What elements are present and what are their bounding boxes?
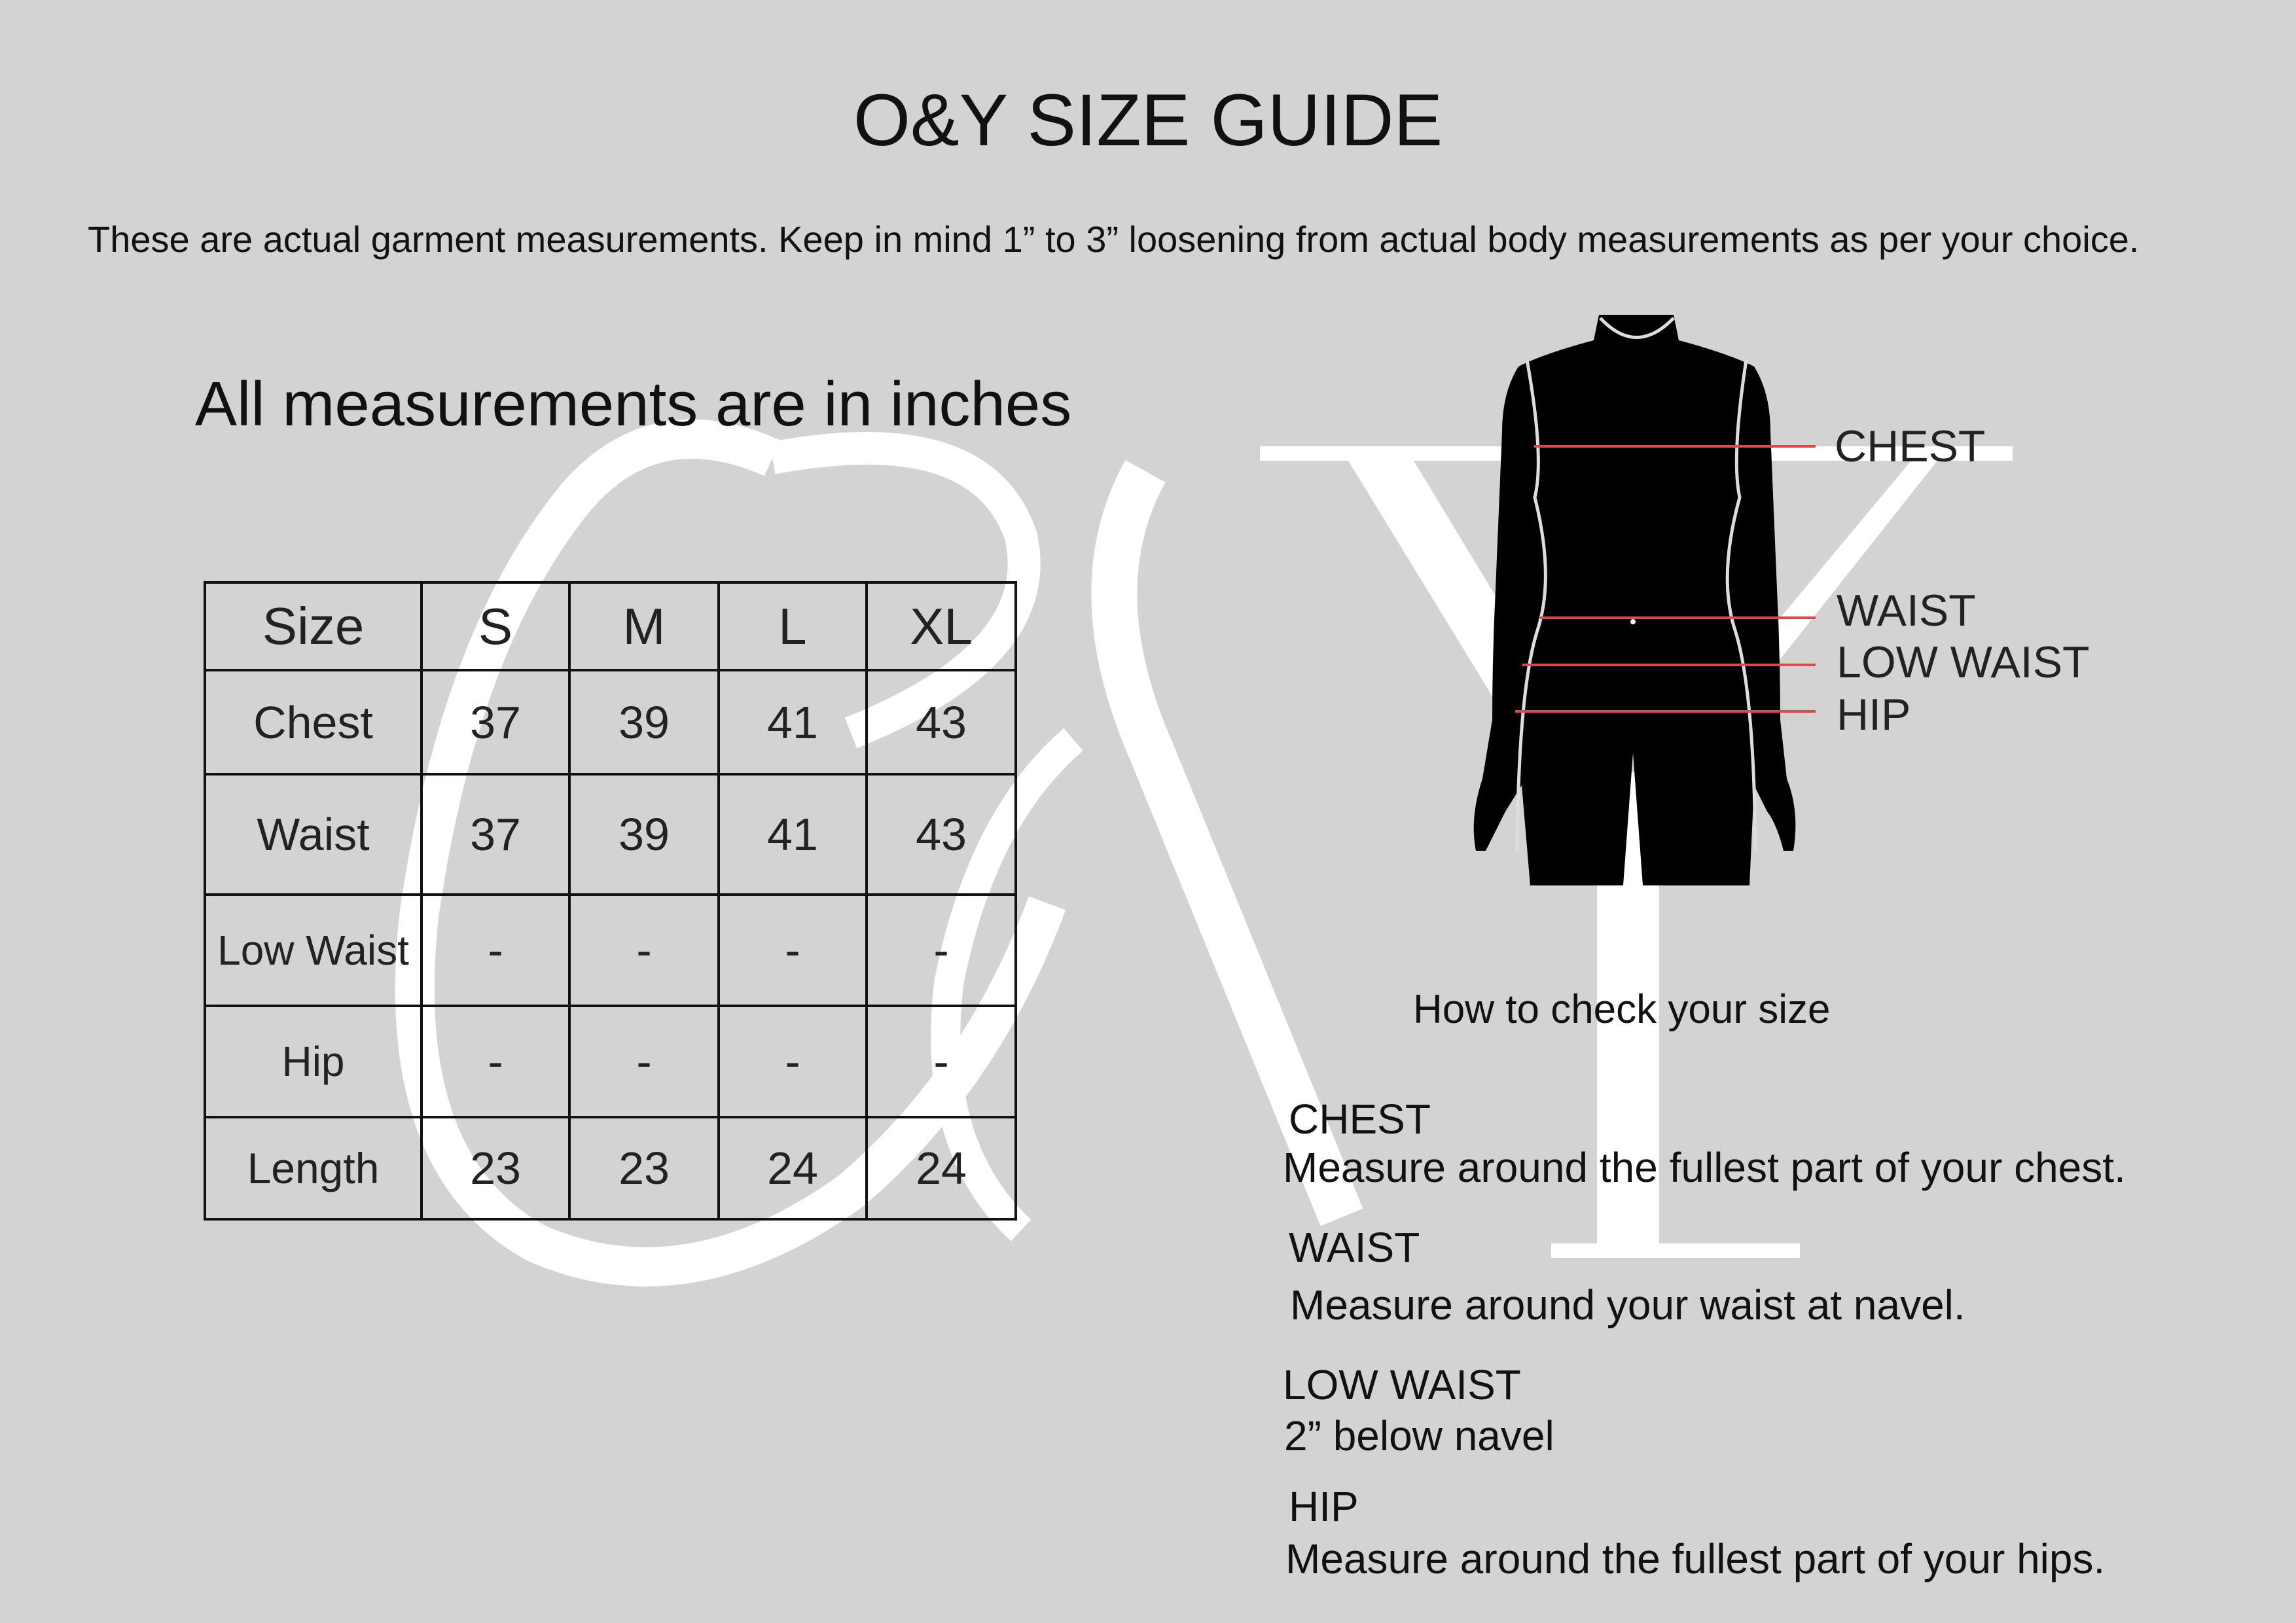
guide-hip-title: HIP [1289, 1483, 1359, 1530]
figure-label-low-waist: LOW WAIST [1837, 637, 2090, 687]
cell: - [568, 893, 720, 1007]
cell: - [717, 1005, 868, 1118]
cell: - [568, 1005, 720, 1118]
page-title: O&Y SIZE GUIDE [853, 79, 1443, 161]
cell: 24 [865, 1116, 1017, 1221]
navel-dot [1630, 619, 1636, 624]
guide-waist-title: WAIST [1289, 1224, 1420, 1271]
guide-low-waist-text: 2” below navel [1284, 1412, 1554, 1459]
header-size: Size [204, 581, 423, 671]
cell: 41 [717, 669, 868, 776]
cell: 37 [420, 773, 571, 896]
row-label: Length [204, 1116, 423, 1221]
body-outline-right [1725, 359, 1757, 851]
row-label: Hip [204, 1005, 423, 1118]
guide-low-waist-title: LOW WAIST [1283, 1361, 1521, 1408]
cell: 43 [865, 669, 1017, 776]
header-l: L [717, 581, 868, 671]
table-row: Waist 37 39 41 43 [204, 773, 1017, 896]
cell: - [420, 1005, 571, 1118]
body-outline-left [1515, 359, 1547, 851]
table-row: Low Waist - - - - [204, 893, 1017, 1007]
table-header-row: Size S M L XL [204, 581, 1017, 671]
guide-chest-text: Measure around the fullest part of your … [1283, 1144, 2126, 1191]
guide-heading: How to check your size [1413, 987, 1831, 1032]
row-label: Waist [204, 773, 423, 896]
guide-waist-text: Measure around your waist at navel. [1290, 1281, 1965, 1329]
cell: 41 [717, 773, 868, 896]
units-note: All measurements are in inches [195, 369, 1072, 439]
body-silhouette [1473, 315, 1796, 885]
figure-label-chest: CHEST [1835, 421, 1986, 471]
guide-hip-text: Measure around the fullest part of your … [1285, 1535, 2106, 1582]
row-label: Chest [204, 669, 423, 776]
row-label: Low Waist [204, 893, 423, 1007]
table-row: Chest 37 39 41 43 [204, 669, 1017, 776]
header-s: S [420, 581, 571, 671]
cell: 39 [568, 773, 720, 896]
table-row: Length 23 23 24 24 [204, 1116, 1017, 1221]
table-row: Hip - - - - [204, 1005, 1017, 1118]
cell: - [717, 893, 868, 1007]
header-xl: XL [865, 581, 1017, 671]
cell: 23 [420, 1116, 571, 1221]
cell: 23 [568, 1116, 720, 1221]
header-m: M [568, 581, 720, 671]
cell: - [420, 893, 571, 1007]
size-table: Size S M L XL Chest 37 39 41 43 Waist 37… [204, 581, 1017, 1221]
subtitle: These are actual garment measurements. K… [88, 219, 2140, 260]
cell: 37 [420, 669, 571, 776]
cell: - [865, 893, 1017, 1007]
cell: 39 [568, 669, 720, 776]
cell: - [865, 1005, 1017, 1118]
cell: 43 [865, 773, 1017, 896]
guide-chest-title: CHEST [1289, 1096, 1431, 1143]
neckline [1599, 317, 1675, 339]
figure-label-hip: HIP [1837, 690, 1911, 740]
figure-label-waist: WAIST [1837, 586, 1976, 635]
cell: 24 [717, 1116, 868, 1221]
